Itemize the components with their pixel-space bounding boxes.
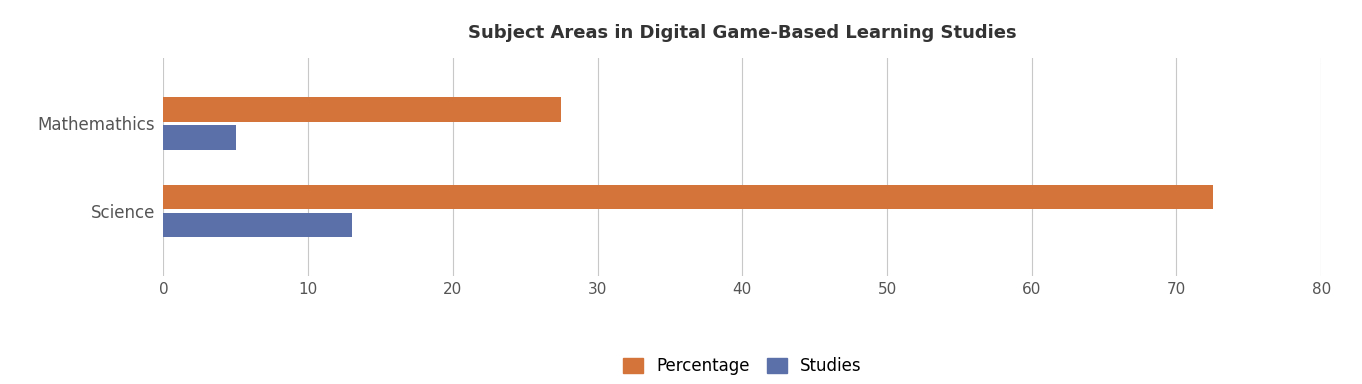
Title: Subject Areas in Digital Game-Based Learning Studies: Subject Areas in Digital Game-Based Lear…: [469, 24, 1016, 42]
Bar: [163, 97, 561, 121]
Bar: [163, 125, 236, 149]
Bar: [163, 213, 351, 237]
Legend: Percentage, Studies: Percentage, Studies: [617, 351, 868, 382]
Bar: [163, 185, 1212, 209]
